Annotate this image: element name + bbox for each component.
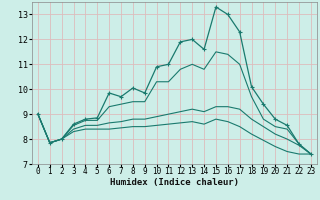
X-axis label: Humidex (Indice chaleur): Humidex (Indice chaleur): [110, 178, 239, 187]
